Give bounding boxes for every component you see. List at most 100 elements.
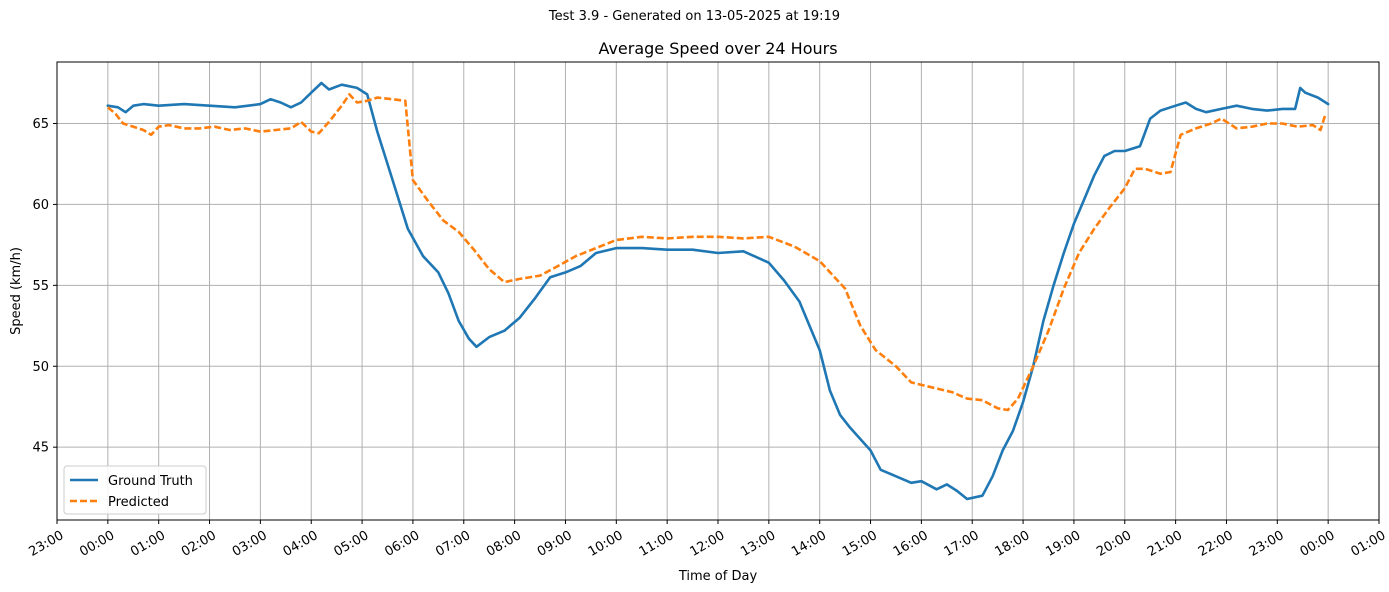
data-point-ground-truth bbox=[407, 227, 410, 230]
data-point-ground-truth bbox=[1093, 174, 1096, 177]
x-tick-label: 03:00 bbox=[230, 528, 270, 560]
x-tick-label: 21:00 bbox=[1145, 528, 1185, 560]
data-point-ground-truth bbox=[1103, 155, 1106, 158]
data-point-predicted bbox=[328, 121, 331, 124]
data-point-ground-truth bbox=[849, 427, 852, 430]
x-tick-label: 13:00 bbox=[738, 528, 778, 560]
data-point-ground-truth bbox=[1205, 111, 1208, 114]
data-point-predicted bbox=[1319, 129, 1322, 132]
data-point-predicted bbox=[318, 132, 321, 135]
x-tick-label: 05:00 bbox=[332, 528, 372, 560]
data-point-predicted bbox=[1195, 127, 1198, 130]
data-point-predicted bbox=[340, 104, 343, 107]
data-point-predicted bbox=[1159, 172, 1162, 175]
data-point-ground-truth bbox=[1317, 96, 1320, 99]
data-point-ground-truth bbox=[457, 320, 460, 323]
data-point-ground-truth bbox=[1195, 108, 1198, 111]
data-point-predicted bbox=[595, 247, 598, 250]
x-tick-label: 01:00 bbox=[128, 528, 168, 560]
x-tick-label: 23:00 bbox=[1247, 528, 1287, 560]
data-point-predicted bbox=[818, 260, 821, 263]
data-point-ground-truth bbox=[366, 93, 369, 96]
x-tick-label: 09:00 bbox=[535, 528, 575, 560]
x-tick-label: 07:00 bbox=[433, 528, 473, 560]
data-point-ground-truth bbox=[157, 104, 160, 107]
data-point-ground-truth bbox=[808, 325, 811, 328]
x-tick-label: 14:00 bbox=[789, 528, 829, 560]
data-point-ground-truth bbox=[1327, 103, 1330, 106]
x-tick-label: 19:00 bbox=[1043, 528, 1083, 560]
grid bbox=[56, 62, 1380, 520]
data-point-ground-truth bbox=[920, 480, 923, 483]
data-point-ground-truth bbox=[391, 179, 394, 182]
data-point-predicted bbox=[122, 122, 125, 125]
data-point-ground-truth bbox=[783, 279, 786, 282]
data-point-ground-truth bbox=[768, 261, 771, 264]
data-point-ground-truth bbox=[1113, 150, 1116, 153]
data-point-predicted bbox=[366, 100, 369, 103]
data-point-predicted bbox=[427, 200, 430, 203]
data-point-ground-truth bbox=[981, 494, 984, 497]
data-point-ground-truth bbox=[829, 389, 832, 392]
series-line-ground-truth bbox=[106, 81, 1330, 501]
data-point-predicted bbox=[1210, 122, 1213, 125]
data-point-predicted bbox=[503, 281, 506, 284]
data-point-predicted bbox=[518, 278, 521, 281]
data-point-ground-truth bbox=[818, 349, 821, 352]
data-point-predicted bbox=[1312, 124, 1315, 127]
data-point-ground-truth bbox=[1235, 104, 1238, 107]
y-tick-label: 60 bbox=[32, 198, 49, 213]
x-tick-label: 16:00 bbox=[891, 528, 931, 560]
data-point-ground-truth bbox=[320, 82, 323, 85]
data-point-ground-truth bbox=[124, 111, 127, 114]
data-point-predicted bbox=[768, 236, 771, 239]
data-point-predicted bbox=[157, 125, 160, 128]
data-point-ground-truth bbox=[208, 104, 211, 107]
data-point-ground-truth bbox=[376, 130, 379, 133]
data-point-predicted bbox=[910, 381, 913, 384]
data-point-predicted bbox=[1281, 122, 1284, 125]
data-point-ground-truth bbox=[666, 248, 669, 251]
data-point-ground-truth bbox=[1083, 198, 1086, 201]
data-point-predicted bbox=[114, 113, 117, 116]
data-point-predicted bbox=[244, 127, 247, 130]
data-point-ground-truth bbox=[117, 106, 120, 109]
y-tick-label: 45 bbox=[32, 441, 49, 456]
data-point-predicted bbox=[1017, 397, 1020, 400]
data-point-predicted bbox=[793, 245, 796, 248]
data-point-predicted bbox=[290, 127, 293, 130]
x-tick-label: 06:00 bbox=[382, 528, 422, 560]
data-point-ground-truth bbox=[259, 103, 262, 106]
data-point-ground-truth bbox=[564, 271, 567, 274]
data-point-predicted bbox=[198, 127, 201, 130]
data-point-predicted bbox=[1251, 125, 1254, 128]
data-point-ground-truth bbox=[1299, 87, 1302, 90]
data-point-predicted bbox=[1078, 252, 1081, 255]
data-point-ground-truth bbox=[1001, 449, 1004, 452]
data-point-ground-truth bbox=[742, 250, 745, 253]
y-tick-label: 55 bbox=[32, 279, 49, 294]
chart-title: Average Speed over 24 Hours bbox=[598, 39, 837, 58]
data-point-predicted bbox=[442, 219, 445, 222]
data-point-predicted bbox=[717, 236, 720, 239]
x-tick-label: 00:00 bbox=[77, 528, 117, 560]
data-point-ground-truth bbox=[1149, 117, 1152, 120]
x-tick-label: 08:00 bbox=[484, 528, 524, 560]
data-point-predicted bbox=[1124, 187, 1127, 190]
data-point-predicted bbox=[539, 274, 542, 277]
data-point-predicted bbox=[640, 236, 643, 239]
x-axis: 23:00 00:00 01:00 02:00 03:00 04:00 05:00 06:00… bbox=[26, 520, 1388, 560]
data-point-ground-truth bbox=[691, 248, 694, 251]
data-point-ground-truth bbox=[447, 292, 450, 295]
data-point-ground-truth bbox=[869, 449, 872, 452]
data-point-predicted bbox=[1179, 134, 1182, 137]
data-point-ground-truth bbox=[1174, 104, 1177, 107]
data-point-ground-truth bbox=[1251, 108, 1254, 111]
data-point-predicted bbox=[107, 106, 110, 109]
data-point-predicted bbox=[183, 127, 186, 130]
data-point-ground-truth bbox=[1063, 252, 1066, 255]
data-point-predicted bbox=[376, 96, 379, 99]
data-point-predicted bbox=[1220, 117, 1223, 120]
data-point-predicted bbox=[874, 349, 877, 352]
x-tick-label: 20:00 bbox=[1094, 528, 1134, 560]
